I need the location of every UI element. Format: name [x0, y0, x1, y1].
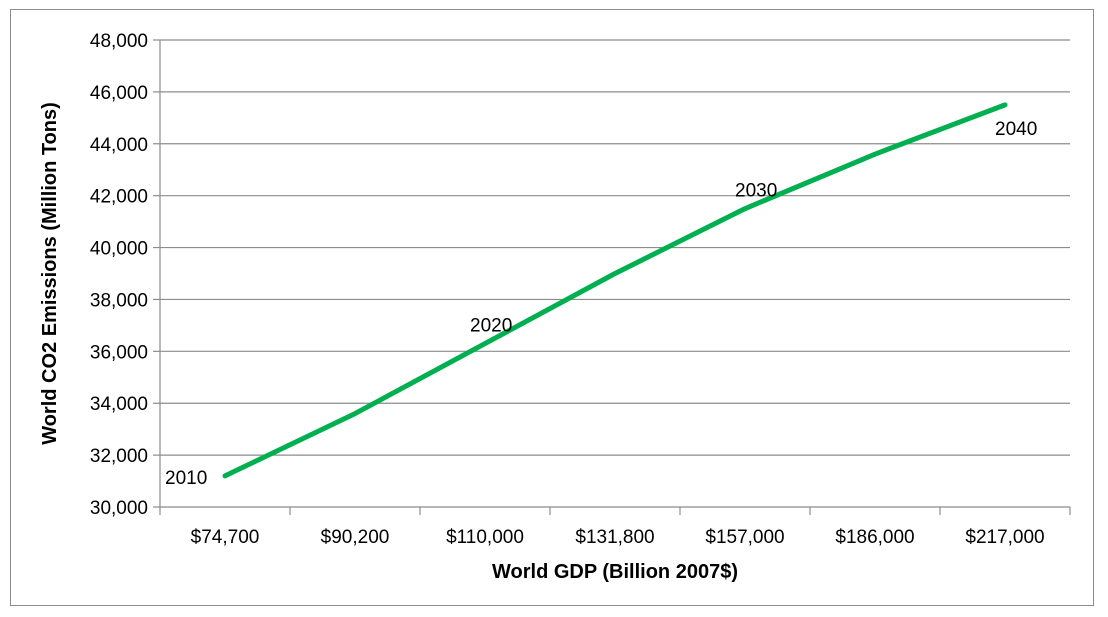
y-tick-label: 36,000	[90, 342, 148, 363]
point-label: 2020	[470, 316, 512, 337]
x-tick-label: $217,000	[965, 527, 1044, 548]
y-tick-label: 48,000	[90, 31, 148, 52]
y-tick-label: 34,000	[90, 394, 148, 415]
y-tick-label: 38,000	[90, 290, 148, 311]
series-lines	[222, 102, 1008, 479]
y-axis-title: World CO2 Emissions (Million Tons)	[39, 102, 61, 445]
x-tick-label: $131,800	[575, 527, 654, 548]
point-label: 2030	[735, 181, 777, 202]
x-tick-labels: $74,700 $90,200 $110,000 $131,800 $157,000 $1…	[191, 527, 1045, 548]
x-tick-label: $157,000	[705, 527, 784, 548]
y-tick-label: 46,000	[90, 83, 148, 104]
y-tick-label: 32,000	[90, 446, 148, 467]
point-label: 2010	[165, 468, 207, 489]
x-tick-label: $90,200	[321, 527, 390, 548]
axes	[153, 39, 1071, 515]
x-tick-label: $186,000	[835, 527, 914, 548]
x-tick-label: $110,000	[446, 527, 524, 548]
y-tick-label: 40,000	[90, 239, 148, 260]
y-tick-label: 30,000	[90, 498, 148, 519]
x-tick-label: $74,700	[191, 527, 260, 548]
x-axis-title: World GDP (Billion 2007$)	[492, 561, 738, 583]
point-label: 2040	[995, 119, 1037, 140]
y-tick-label: 42,000	[90, 187, 148, 208]
point-labels: 2010 2020 2030 2040	[165, 119, 1037, 489]
y-tick-labels: 30,000 32,000 34,000 36,000 38,000 40,000 42,0…	[90, 31, 148, 519]
series-line	[222, 102, 1008, 479]
gridlines	[160, 39, 1070, 456]
y-tick-label: 44,000	[90, 135, 148, 156]
